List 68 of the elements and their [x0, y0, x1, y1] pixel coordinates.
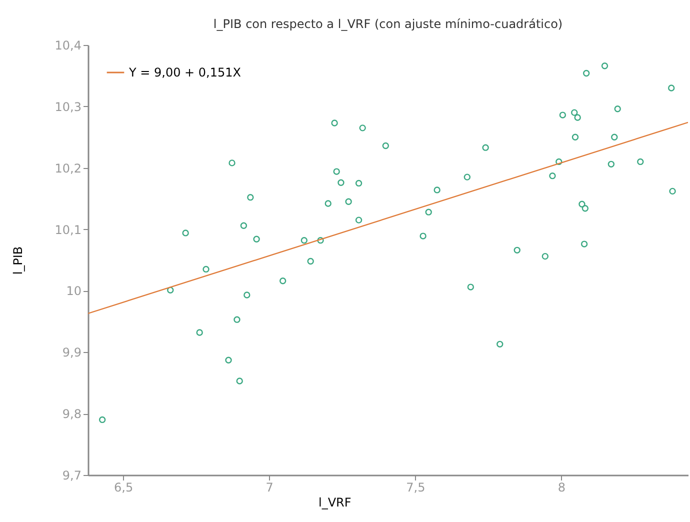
x-tick-label: 8 — [558, 480, 566, 494]
y-tick-label: 10,3 — [54, 100, 82, 114]
point — [300, 237, 308, 244]
point — [234, 316, 240, 323]
point — [668, 84, 675, 92]
point — [236, 378, 243, 384]
point — [182, 230, 189, 236]
x-tick-label: 7,5 — [406, 480, 426, 494]
x-axis-title: l_VRF — [318, 496, 352, 510]
point — [338, 179, 344, 186]
point — [583, 70, 590, 77]
point — [434, 186, 440, 194]
x-tick-label: 7 — [266, 480, 274, 494]
point — [280, 278, 286, 284]
point — [669, 188, 676, 195]
point — [542, 252, 548, 260]
point — [382, 142, 389, 150]
point — [580, 240, 588, 248]
point — [574, 114, 581, 121]
y-tick-label: 10,4 — [54, 38, 82, 52]
point — [345, 198, 352, 205]
point — [611, 134, 618, 140]
y-axis-title: l_PIB — [10, 246, 25, 275]
point — [359, 124, 366, 132]
point — [196, 329, 203, 336]
point — [608, 160, 615, 168]
point — [324, 200, 332, 207]
y-tick-label: 9,9 — [62, 346, 82, 360]
point — [549, 172, 556, 180]
point — [482, 144, 489, 151]
x-tick-label: 6,5 — [114, 480, 134, 494]
point — [98, 416, 106, 424]
y-tick-label: 10,1 — [54, 222, 82, 237]
y-tick-label: 10 — [66, 284, 82, 298]
point — [467, 284, 474, 290]
point — [167, 286, 174, 294]
point — [355, 216, 362, 224]
point — [571, 109, 578, 116]
point — [556, 158, 562, 166]
point — [637, 158, 644, 166]
y-tick-label: 10,2 — [54, 161, 82, 176]
point — [202, 266, 210, 273]
y-tick-label: 9,8 — [62, 407, 82, 422]
point — [559, 112, 566, 118]
point — [582, 205, 589, 212]
point — [355, 180, 362, 187]
point — [464, 174, 470, 180]
point — [228, 160, 236, 166]
point — [331, 120, 338, 126]
chart-title: l_PIB con respecto a l_VRF (con ajuste mínimo-cuadrático) — [213, 17, 563, 31]
point — [496, 340, 504, 348]
legend-label: Y = 9,00 + 0,151X — [128, 66, 241, 80]
point — [225, 356, 232, 364]
point — [247, 194, 254, 201]
point — [317, 237, 324, 244]
point — [244, 292, 250, 298]
point — [601, 62, 608, 70]
y-tick-label: 9,7 — [62, 468, 82, 482]
point — [614, 106, 621, 112]
point — [253, 236, 260, 242]
point — [240, 222, 248, 229]
point — [572, 134, 579, 140]
point — [333, 168, 340, 175]
point — [425, 208, 432, 216]
point — [420, 232, 426, 240]
point — [514, 246, 520, 254]
point — [578, 200, 586, 208]
point — [307, 258, 314, 265]
